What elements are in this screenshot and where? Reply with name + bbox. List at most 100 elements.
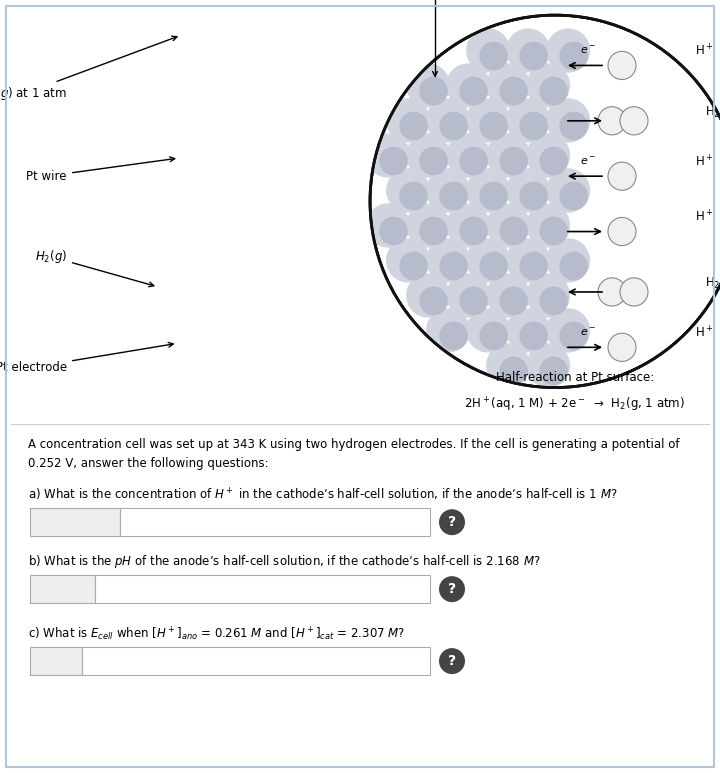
FancyBboxPatch shape	[30, 575, 95, 603]
Circle shape	[166, 342, 178, 352]
Circle shape	[153, 271, 163, 282]
Circle shape	[506, 169, 550, 213]
Text: ?: ?	[448, 515, 456, 530]
FancyBboxPatch shape	[95, 575, 430, 603]
Text: H$^+$: H$^+$	[695, 44, 714, 59]
Circle shape	[160, 206, 171, 217]
Circle shape	[608, 217, 636, 246]
Circle shape	[526, 203, 570, 247]
PathPatch shape	[0, 0, 720, 483]
Circle shape	[446, 133, 490, 178]
Circle shape	[386, 238, 430, 283]
Circle shape	[406, 274, 450, 318]
Circle shape	[620, 278, 648, 306]
Circle shape	[546, 98, 590, 143]
Circle shape	[620, 107, 648, 135]
Circle shape	[526, 343, 570, 387]
Text: number (rtol=0.03, atol=1e-08): number (rtol=0.03, atol=1e-08)	[105, 584, 283, 594]
Circle shape	[143, 281, 153, 292]
Circle shape	[519, 322, 548, 350]
Circle shape	[486, 63, 530, 107]
Circle shape	[499, 356, 528, 386]
Text: $H_2(g)$ at 1 atm: $H_2(g)$ at 1 atm	[0, 36, 177, 102]
Circle shape	[379, 147, 408, 175]
Circle shape	[546, 29, 590, 73]
Text: H$^+$: H$^+$	[695, 155, 714, 170]
Circle shape	[379, 216, 408, 245]
Text: Pt wire: Pt wire	[27, 157, 175, 182]
Circle shape	[439, 509, 465, 535]
Circle shape	[480, 182, 508, 210]
Circle shape	[164, 332, 176, 342]
Text: $E_{cell}$: $E_{cell}$	[44, 653, 68, 669]
Text: H$^+$: H$^+$	[695, 209, 714, 225]
Circle shape	[466, 29, 510, 73]
Circle shape	[150, 241, 161, 252]
Circle shape	[506, 238, 550, 283]
Circle shape	[519, 111, 548, 141]
Text: $e^-$: $e^-$	[580, 156, 596, 167]
Circle shape	[608, 162, 636, 190]
Text: $e^-$: $e^-$	[580, 327, 596, 339]
Circle shape	[559, 251, 588, 281]
Circle shape	[539, 287, 568, 315]
Circle shape	[386, 169, 430, 213]
Text: A concentration cell was set up at 343 K using two hydrogen electrodes. If the c: A concentration cell was set up at 343 K…	[28, 438, 680, 451]
Circle shape	[446, 203, 490, 247]
Circle shape	[466, 238, 510, 283]
Text: number (rtol=0.03, atol=1e-08): number (rtol=0.03, atol=1e-08)	[130, 517, 308, 527]
Circle shape	[439, 576, 465, 602]
Circle shape	[559, 322, 588, 350]
Circle shape	[459, 287, 488, 315]
Circle shape	[439, 182, 468, 210]
Circle shape	[426, 169, 470, 213]
Circle shape	[486, 343, 530, 387]
Circle shape	[370, 15, 720, 387]
Circle shape	[439, 322, 468, 350]
Circle shape	[148, 318, 158, 330]
Text: Half-reaction at Pt surface:: Half-reaction at Pt surface:	[496, 371, 654, 384]
Circle shape	[480, 42, 508, 70]
Circle shape	[519, 42, 548, 70]
Circle shape	[480, 251, 508, 281]
Polygon shape	[75, 76, 305, 403]
Circle shape	[366, 133, 410, 178]
Circle shape	[486, 203, 530, 247]
Circle shape	[459, 216, 488, 245]
Circle shape	[499, 77, 528, 105]
Circle shape	[539, 147, 568, 175]
Circle shape	[446, 63, 490, 107]
Circle shape	[499, 287, 528, 315]
Circle shape	[519, 182, 548, 210]
Circle shape	[446, 274, 490, 318]
Circle shape	[386, 98, 430, 143]
Circle shape	[419, 77, 448, 105]
Text: ?: ?	[448, 654, 456, 668]
Circle shape	[499, 147, 528, 175]
Circle shape	[406, 133, 450, 178]
Circle shape	[399, 111, 428, 141]
Circle shape	[150, 352, 161, 363]
Circle shape	[559, 42, 588, 70]
Text: $H_2(g)$: $H_2(g)$	[35, 248, 154, 287]
Text: $e^-$: $e^-$	[580, 46, 596, 56]
Circle shape	[426, 308, 470, 352]
FancyBboxPatch shape	[120, 508, 430, 536]
Circle shape	[426, 238, 470, 283]
Circle shape	[519, 251, 548, 281]
Text: a) What is the concentration of $H^+$ in the cathode’s half-cell solution, if th: a) What is the concentration of $H^+$ in…	[28, 486, 618, 502]
Circle shape	[559, 182, 588, 210]
Text: c) What is $E_{cell}$ when $[H^+]_{ano}$ = 0.261 $M$ and $[H^+]_{cat}$ = 2.307 $: c) What is $E_{cell}$ when $[H^+]_{ano}$…	[28, 625, 405, 642]
Circle shape	[419, 147, 448, 175]
Circle shape	[598, 278, 626, 306]
Circle shape	[459, 77, 488, 105]
Polygon shape	[78, 213, 302, 376]
Bar	[173, 324, 207, 363]
Circle shape	[546, 169, 590, 213]
Circle shape	[160, 266, 171, 278]
Text: 2H$^+$(aq, 1 M) + 2e$^-$  →  H$_2$(g, 1 atm): 2H$^+$(aq, 1 M) + 2e$^-$ → H$_2$(g, 1 at…	[464, 396, 685, 414]
Circle shape	[559, 111, 588, 141]
Circle shape	[163, 297, 174, 308]
Circle shape	[399, 182, 428, 210]
Circle shape	[506, 29, 550, 73]
